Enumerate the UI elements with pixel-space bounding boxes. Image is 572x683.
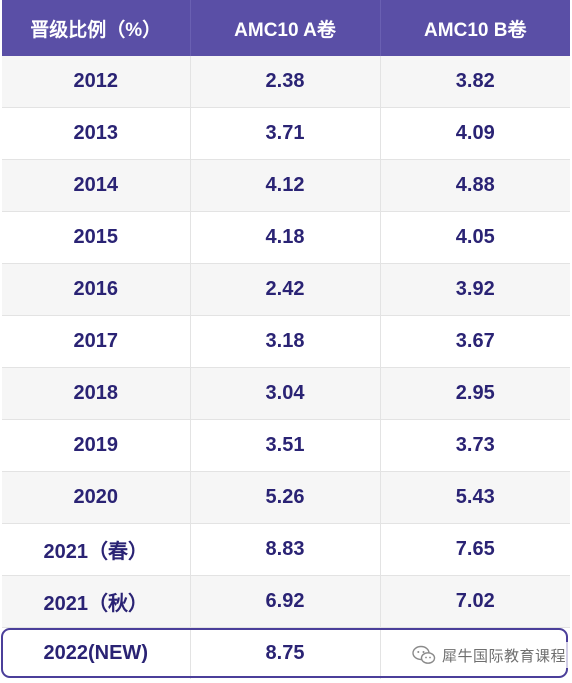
cell-a: 2.38 xyxy=(190,56,381,108)
wechat-icon xyxy=(412,645,436,664)
cell-b: 3.82 xyxy=(380,56,570,108)
table-row: 2021（春） 8.83 7.65 xyxy=(2,523,570,576)
cell-b: 2.95 xyxy=(380,367,570,420)
cell-a: 3.04 xyxy=(190,367,381,420)
cell-a: 8.75 xyxy=(190,627,381,679)
header-year: 晋级比例（%） xyxy=(2,0,191,56)
cell-a: 3.71 xyxy=(190,107,381,160)
table-row: 2020 5.26 5.43 xyxy=(2,471,570,524)
header-amc10-a: AMC10 A卷 xyxy=(190,0,381,56)
cell-year: 2021（秋） xyxy=(2,575,191,628)
cell-a: 3.18 xyxy=(190,315,381,368)
table-row: 2021（秋） 6.92 7.02 xyxy=(2,575,570,628)
cell-b: 4.88 xyxy=(380,159,570,212)
cell-year: 2016 xyxy=(2,263,191,316)
cell-year: 2015 xyxy=(2,211,191,264)
table-row: 2019 3.51 3.73 xyxy=(2,419,570,472)
cell-year: 2014 xyxy=(2,159,191,212)
cell-a: 8.83 xyxy=(190,523,381,576)
cell-a: 4.18 xyxy=(190,211,381,264)
table-row: 2015 4.18 4.05 xyxy=(2,211,570,264)
cell-year: 2021（春） xyxy=(2,523,191,576)
cell-b: 3.92 xyxy=(380,263,570,316)
cell-a: 4.12 xyxy=(190,159,381,212)
cell-b: 3.67 xyxy=(380,315,570,368)
table-row: 2017 3.18 3.67 xyxy=(2,315,570,368)
table-row: 2013 3.71 4.09 xyxy=(2,107,570,160)
watermark-text: 犀牛国际教育课程 xyxy=(442,646,567,665)
cell-b: 7.02 xyxy=(380,575,570,628)
cell-year: 2019 xyxy=(2,419,191,472)
cell-year: 2018 xyxy=(2,367,191,420)
cell-b: 3.73 xyxy=(380,419,570,472)
cell-b: 4.05 xyxy=(380,211,570,264)
table-row: 2014 4.12 4.88 xyxy=(2,159,570,212)
cell-year: 2020 xyxy=(2,471,191,524)
table-row: 2012 2.38 3.82 xyxy=(2,56,570,108)
cell-b: 4.09 xyxy=(380,107,570,160)
cell-a: 2.42 xyxy=(190,263,381,316)
cell-b: 5.43 xyxy=(380,471,570,524)
header-amc10-b: AMC10 B卷 xyxy=(380,0,570,56)
cell-year: 2013 xyxy=(2,107,191,160)
header-row: 晋级比例（%） AMC10 A卷 AMC10 B卷 xyxy=(2,0,570,56)
cell-year: 2012 xyxy=(2,56,191,108)
cell-a: 6.92 xyxy=(190,575,381,628)
cell-a: 5.26 xyxy=(190,471,381,524)
cell-year: 2022(NEW) xyxy=(2,627,191,679)
watermark: 犀牛国际教育课程 xyxy=(408,642,571,668)
cell-b: 7.65 xyxy=(380,523,570,576)
cell-a: 3.51 xyxy=(190,419,381,472)
cell-year: 2017 xyxy=(2,315,191,368)
table-row: 2016 2.42 3.92 xyxy=(2,263,570,316)
table-row: 2018 3.04 2.95 xyxy=(2,367,570,420)
